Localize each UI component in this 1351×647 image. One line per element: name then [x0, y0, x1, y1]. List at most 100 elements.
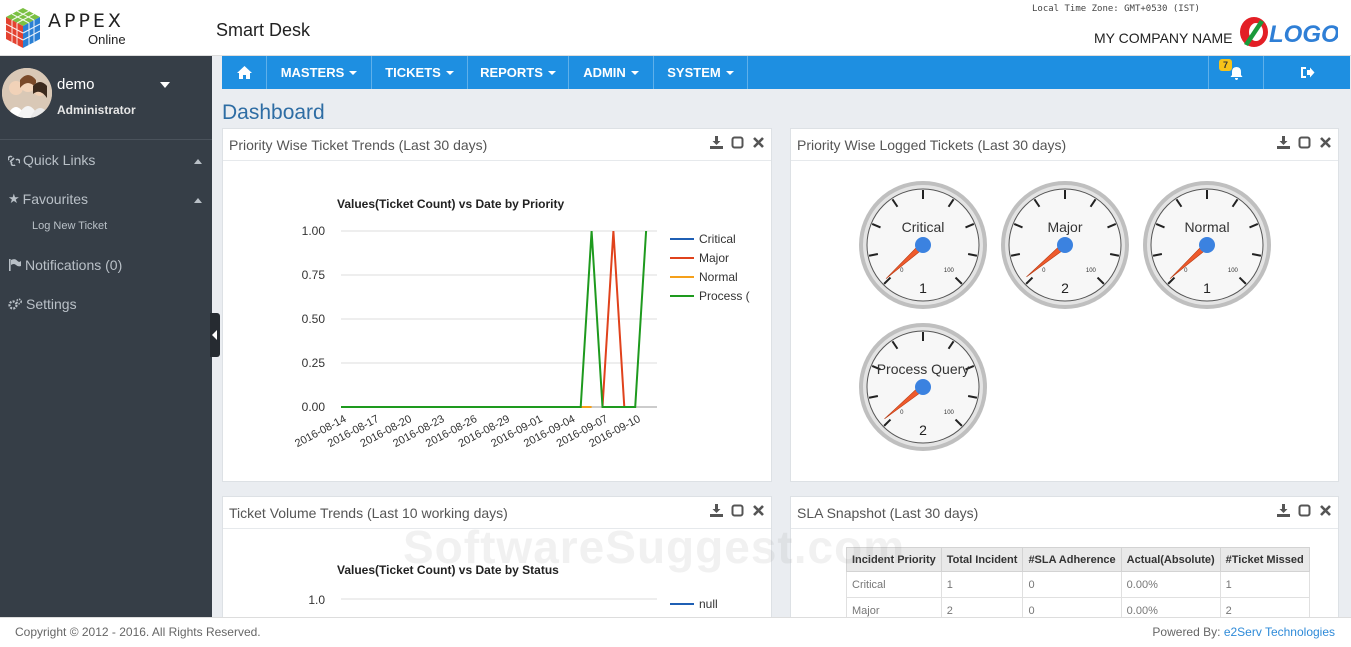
sla-snapshot-panel: SLA Snapshot (Last 30 days) Incident Pri… — [790, 496, 1339, 618]
gauge-tick — [1251, 252, 1262, 257]
gauge-min-label: 0 — [900, 410, 904, 416]
nav-label: MASTERS — [280, 65, 345, 80]
company-name: MY COMPANY NAME — [1094, 30, 1233, 46]
sidebar-item-favourites[interactable]: ★ Favourites — [8, 191, 88, 207]
user-profile[interactable]: demo Administrator — [0, 56, 212, 140]
legend-label[interactable]: Major — [699, 251, 729, 265]
download-icon[interactable] — [1277, 136, 1290, 149]
gauge-tick — [1152, 252, 1163, 257]
maximize-icon[interactable] — [1298, 136, 1311, 149]
gauge-tick — [1155, 223, 1165, 229]
gauge-tick — [871, 223, 881, 229]
logo-subtext: Online — [88, 32, 126, 47]
gauge-max-label: 100 — [1228, 268, 1239, 274]
logo-text: APPEX — [48, 10, 124, 32]
gears-icon — [8, 298, 23, 310]
maximize-icon[interactable] — [731, 136, 744, 149]
nav-menu-masters[interactable]: MASTERS — [267, 56, 372, 89]
gauge-tick — [1107, 223, 1117, 229]
sidebar-item-notifications[interactable]: Notifications (0) — [8, 257, 122, 273]
volume-trends-panel: Ticket Volume Trends (Last 10 working da… — [222, 496, 772, 618]
sidebar-subitem-log-new-ticket[interactable]: Log New Ticket — [32, 220, 108, 232]
gauge-hub — [915, 237, 931, 253]
nav-menu-admin[interactable]: ADMIN — [569, 56, 654, 89]
gauge-value: 2 — [919, 422, 927, 438]
top-bar: APPEX Online Smart Desk Local Time Zone:… — [0, 0, 1351, 56]
powered-by: Powered By: e2Serv Technologies — [1152, 625, 1335, 639]
sidebar-item-quick-links[interactable]: Quick Links — [8, 152, 95, 168]
chevron-down-icon — [725, 70, 734, 75]
maximize-icon[interactable] — [1298, 504, 1311, 517]
home-icon — [236, 66, 252, 79]
user-menu-caret-icon[interactable] — [160, 82, 170, 88]
notification-count-badge: 7 — [1219, 59, 1233, 71]
close-icon[interactable] — [1319, 136, 1332, 149]
notifications-button[interactable]: 7 — [1208, 56, 1264, 89]
table-header-row: Incident Priority Total Incident #SLA Ad… — [846, 547, 1310, 572]
maximize-icon[interactable] — [731, 504, 744, 517]
table-cell: 1 — [940, 571, 1024, 598]
nav-label: ADMIN — [583, 65, 626, 80]
download-icon[interactable] — [710, 136, 723, 149]
powered-by-link[interactable]: e2Serv Technologies — [1223, 625, 1335, 639]
nav-label: TICKETS — [385, 65, 441, 80]
gauge-value: 2 — [1061, 280, 1069, 296]
favourites-caret-icon[interactable] — [194, 198, 202, 203]
close-icon[interactable] — [752, 136, 765, 149]
download-icon[interactable] — [710, 504, 723, 517]
close-icon[interactable] — [752, 504, 765, 517]
powered-by-label: Powered By: — [1152, 625, 1221, 639]
sidebar-collapse-handle[interactable] — [210, 313, 220, 357]
gauge-value: 1 — [1203, 280, 1211, 296]
column-header: Incident Priority — [846, 547, 942, 572]
legend-label[interactable]: Process ( — [699, 289, 750, 303]
priority-trends-panel: Priority Wise Ticket Trends (Last 30 day… — [222, 128, 772, 482]
table-cell: 0.00% — [1120, 597, 1221, 617]
legend-label[interactable]: Critical — [699, 232, 736, 246]
nav-home[interactable] — [222, 56, 267, 89]
gauge-tick — [967, 252, 978, 257]
app-name: Smart Desk — [216, 20, 311, 40]
gauge-hub — [1057, 237, 1073, 253]
avatar[interactable] — [2, 68, 52, 118]
star-icon: ★ — [8, 191, 20, 206]
table-cell: 1 — [1219, 571, 1310, 598]
gauge-min-label: 0 — [900, 268, 904, 274]
quick-links-caret-icon[interactable] — [194, 159, 202, 164]
gauge-max-label: 100 — [944, 268, 955, 274]
sidebar-item-settings[interactable]: Settings — [8, 296, 77, 312]
nav-menu-system[interactable]: SYSTEM — [654, 56, 748, 89]
gauge-tick — [1167, 276, 1176, 285]
sidebar-item-label: Settings — [26, 296, 77, 312]
y-tick-label: 0.25 — [302, 356, 326, 370]
gauge-major: 0 100 Major 2 — [1001, 181, 1129, 309]
gauge-normal: 0 100 Normal 1 — [1143, 181, 1271, 309]
legend-label[interactable]: Normal — [699, 270, 738, 284]
nav-menu-tickets[interactable]: TICKETS — [372, 56, 468, 89]
panel-tools — [710, 136, 765, 149]
gauge-tick — [954, 418, 963, 427]
copyright-text: Copyright © 2012 - 2016. All Rights Rese… — [15, 625, 261, 639]
download-icon[interactable] — [1277, 504, 1290, 517]
gauge-critical: 0 100 Critical 1 — [859, 181, 987, 309]
gauge-tick — [967, 394, 978, 399]
legend-label[interactable]: null — [699, 597, 718, 611]
gauge-tick — [1249, 223, 1259, 229]
close-icon[interactable] — [1319, 504, 1332, 517]
table-cell: 2 — [1219, 597, 1310, 617]
gauge-tick — [891, 340, 899, 350]
logout-button[interactable] — [1264, 56, 1350, 89]
panel-header: Ticket Volume Trends (Last 10 working da… — [223, 497, 771, 529]
priority-trend-chart: Values(Ticket Count) vs Date by Priority… — [293, 197, 750, 450]
table-row: Major 2 0 0.00% 2 — [846, 597, 1310, 617]
gauge-tick — [1096, 276, 1105, 285]
gauge-tick — [1089, 198, 1097, 208]
nav-menu-reports[interactable]: REPORTS — [468, 56, 569, 89]
column-header: Actual(Absolute) — [1120, 547, 1221, 572]
chart-title: Values(Ticket Count) vs Date by Priority — [337, 197, 565, 211]
gauge-min-label: 0 — [1184, 268, 1188, 274]
gauge-hub — [1199, 237, 1215, 253]
sidebar: demo Administrator Quick Links ★ Favouri… — [0, 56, 212, 617]
table-cell: 0.00% — [1120, 571, 1221, 598]
chevron-down-icon — [445, 70, 454, 75]
